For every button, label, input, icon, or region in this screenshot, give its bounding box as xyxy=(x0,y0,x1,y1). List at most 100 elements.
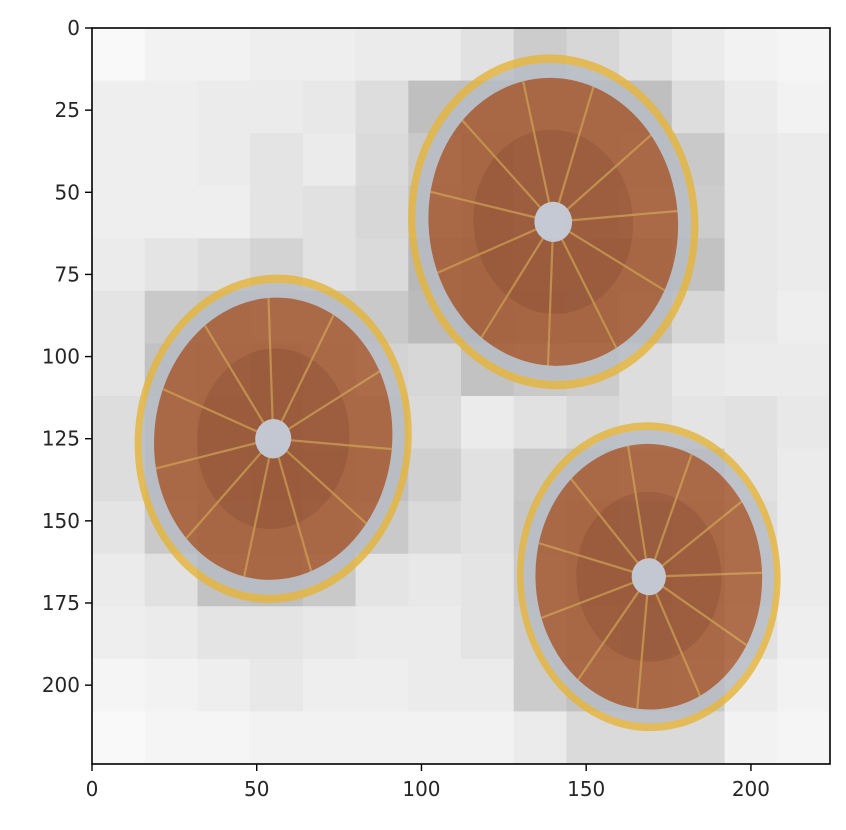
heatmap-cell xyxy=(461,658,515,713)
x-tick-label: 200 xyxy=(732,777,770,801)
x-axis: 0 50 100 150 200 xyxy=(86,764,770,801)
heatmap-cell xyxy=(355,185,409,239)
heatmap-cell xyxy=(513,711,568,764)
orange-slices-image xyxy=(134,54,781,732)
heatmap-cell xyxy=(144,133,199,187)
heatmap-cell xyxy=(197,28,251,82)
heatmap-cell xyxy=(724,711,778,764)
segment-membrane xyxy=(286,438,392,451)
heatmap-cell xyxy=(144,606,199,660)
heatmap-cell xyxy=(197,185,251,239)
heatmap-cell xyxy=(355,553,409,607)
heatmap-cell xyxy=(144,80,199,134)
heatmap-cell xyxy=(777,80,830,134)
heatmap-cell xyxy=(724,133,778,187)
heatmap-cell xyxy=(92,606,146,660)
orange-center xyxy=(534,201,573,242)
heatmap-cell xyxy=(92,28,146,82)
heatmap-cell xyxy=(144,185,199,239)
heatmap-cell xyxy=(408,343,462,397)
heatmap-cell xyxy=(302,185,357,239)
heatmap-cell xyxy=(724,290,778,345)
orange-center xyxy=(631,558,666,596)
heatmap-cell xyxy=(671,80,726,134)
heatmap-cell xyxy=(724,396,778,450)
segment-membrane xyxy=(461,119,544,211)
y-axis: 0 25 50 75 100 125 150 175 200 xyxy=(42,16,92,697)
y-tick-label: 75 xyxy=(55,262,80,286)
heatmap-cell xyxy=(408,28,462,82)
heatmap-cell xyxy=(777,501,830,555)
segment-membrane xyxy=(243,454,271,577)
heatmap-cell xyxy=(777,658,830,713)
y-tick-label: 50 xyxy=(55,180,80,204)
orange-slice xyxy=(134,274,412,603)
y-tick-label: 0 xyxy=(67,16,80,40)
heatmap-cell xyxy=(144,711,199,764)
heatmap-cell xyxy=(197,606,251,660)
heatmap-cell xyxy=(92,133,146,187)
heatmap-cell xyxy=(724,343,778,397)
heatmap-cell xyxy=(461,606,515,660)
segment-membrane xyxy=(284,370,381,432)
heatmap-cell xyxy=(302,658,357,713)
heatmap-cell xyxy=(777,185,830,239)
heatmap-cell xyxy=(197,133,251,187)
heatmap-cell xyxy=(461,396,515,450)
segment-membrane xyxy=(203,324,267,427)
heatmap-cell xyxy=(250,28,304,82)
heatmap-cell xyxy=(250,80,304,134)
heatmap-cell xyxy=(777,606,830,660)
heatmap-cell xyxy=(355,658,409,713)
heatmap-cell xyxy=(513,396,568,450)
segment-membrane xyxy=(570,478,641,567)
heatmap-cell xyxy=(250,185,304,239)
segment-membrane xyxy=(541,580,637,619)
heatmap-cell xyxy=(461,711,515,764)
segment-membrane xyxy=(430,190,540,220)
heatmap-cell xyxy=(302,80,357,134)
heatmap-cell xyxy=(408,606,462,660)
heatmap-cell xyxy=(461,501,515,555)
heatmap-cell xyxy=(250,606,304,660)
y-tick-label: 150 xyxy=(42,509,80,533)
heatmap-cell xyxy=(408,711,462,764)
segment-membrane xyxy=(659,583,748,647)
heatmap-cell xyxy=(355,80,409,134)
segment-membrane xyxy=(162,388,261,434)
segment-membrane xyxy=(283,447,368,525)
segment-membrane xyxy=(565,228,666,292)
segment-membrane xyxy=(627,445,648,562)
heatmap-cell xyxy=(671,28,726,82)
heatmap-cell xyxy=(724,185,778,239)
segment-membrane xyxy=(437,226,541,274)
x-tick-label: 100 xyxy=(402,777,440,801)
heatmap-cell xyxy=(197,80,251,134)
heatmap-cell xyxy=(777,290,830,345)
heatmap-cell xyxy=(250,133,304,187)
heatmap-cell xyxy=(92,343,146,397)
segment-membrane xyxy=(276,453,313,572)
segment-membrane xyxy=(556,86,595,207)
segment-membrane xyxy=(577,588,642,681)
heatmap-cell xyxy=(144,28,199,82)
heatmap-cell xyxy=(92,80,146,134)
x-tick-label: 50 xyxy=(244,777,269,801)
segment-membrane xyxy=(538,542,637,574)
heatmap-cell xyxy=(92,501,146,555)
orange-center xyxy=(255,419,292,459)
heatmap-cell xyxy=(777,553,830,607)
heatmap-cell xyxy=(461,448,515,502)
segment-membrane xyxy=(267,297,274,423)
heatmap-cell xyxy=(355,606,409,660)
heatmap-cell xyxy=(408,501,462,555)
segment-membrane xyxy=(661,571,763,578)
heatmap-cell xyxy=(724,80,778,134)
heatmap-cell xyxy=(92,553,146,607)
heatmap-cell xyxy=(619,28,673,82)
segment-membrane xyxy=(155,441,260,470)
orange-slice xyxy=(516,422,781,732)
heatmap-cell xyxy=(92,711,146,764)
heatmap-cell xyxy=(355,238,409,292)
